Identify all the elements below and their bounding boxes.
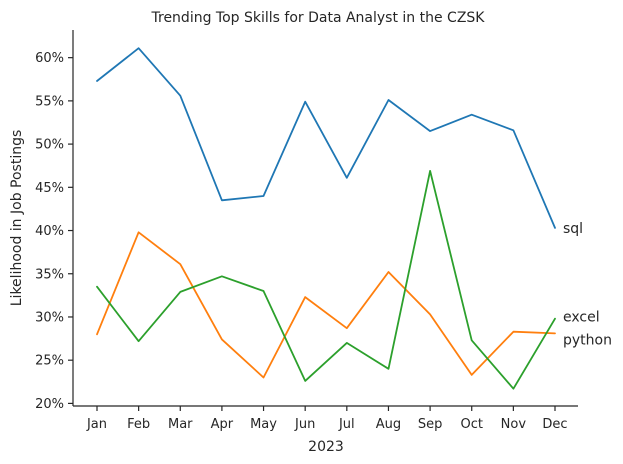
plot-area: 20% 25% 30% 35% 40% 45% 50% 55% 60% Jan Feb Mar Apr… — [35, 30, 612, 432]
chart-title: Trending Top Skills for Data Analyst in … — [151, 10, 486, 26]
series-labels: sql python excel — [563, 221, 612, 348]
x-tick-label: Feb — [127, 417, 150, 432]
series-line-python — [96, 231, 556, 379]
series-label-sql: sql — [563, 221, 583, 237]
x-tick-label: Apr — [211, 417, 234, 432]
y-axis-ticks: 20% 25% 30% 35% 40% 45% 50% 55% 60% — [35, 51, 73, 412]
x-tick-label: Jan — [86, 417, 107, 432]
y-tick-label: 20% — [35, 397, 64, 412]
x-tick-label: Jul — [338, 417, 355, 432]
series-label-python: python — [563, 332, 612, 348]
x-tick-label: Oct — [460, 417, 482, 432]
y-tick-label: 35% — [35, 267, 64, 282]
y-tick-label: 25% — [35, 354, 64, 369]
y-tick-label: 45% — [35, 181, 64, 196]
y-tick-label: 55% — [35, 94, 64, 109]
x-axis-label: 2023 — [308, 439, 344, 455]
y-axis-label: Likelihood in Job Postings — [9, 130, 25, 307]
series-line-sql — [96, 47, 556, 229]
series-label-excel: excel — [563, 310, 600, 326]
x-tick-label: Nov — [501, 417, 527, 432]
x-axis-ticks: Jan Feb Mar Apr May Jun Jul Aug Sep Oct Nov Dec — [86, 406, 568, 432]
series-lines — [96, 47, 556, 390]
x-tick-label: May — [250, 417, 277, 432]
y-tick-label: 50% — [35, 138, 64, 153]
y-tick-label: 30% — [35, 310, 64, 325]
x-tick-label: Jun — [294, 417, 315, 432]
x-tick-label: Dec — [542, 417, 567, 432]
y-tick-label: 60% — [35, 51, 64, 66]
series-line-excel — [96, 169, 556, 390]
x-tick-label: Aug — [376, 417, 401, 432]
x-tick-label: Mar — [168, 417, 193, 432]
x-tick-label: Sep — [418, 417, 443, 432]
y-tick-label: 40% — [35, 224, 64, 239]
